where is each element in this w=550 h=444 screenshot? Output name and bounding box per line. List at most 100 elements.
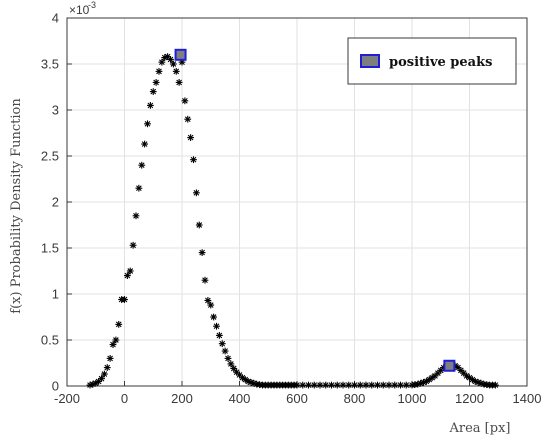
pdf-point bbox=[379, 381, 387, 389]
pdf-point-stroke bbox=[294, 382, 300, 388]
pdf-point bbox=[210, 313, 218, 321]
pdf-point bbox=[221, 347, 229, 355]
pdf-point-stroke bbox=[374, 382, 381, 388]
pdf-point-stroke bbox=[299, 382, 306, 388]
pdf-point-stroke bbox=[317, 382, 323, 388]
pdf-point-stroke bbox=[124, 272, 131, 279]
pdf-point-stroke bbox=[380, 382, 387, 388]
y-axis-label: f(x) Probability Density Function bbox=[9, 98, 24, 314]
pdf-point bbox=[181, 97, 189, 105]
pdf-point-stroke bbox=[138, 162, 145, 169]
pdf-point-stroke bbox=[334, 382, 341, 388]
pdf-point bbox=[112, 336, 120, 344]
pdf-point bbox=[316, 381, 324, 389]
pdf-point-stroke bbox=[233, 369, 240, 376]
pdf-point-stroke bbox=[213, 323, 220, 330]
pdf-point bbox=[115, 320, 123, 328]
pdf-point bbox=[135, 184, 143, 192]
pdf-point bbox=[98, 375, 105, 383]
pdf-point bbox=[310, 381, 318, 389]
pdf-point bbox=[192, 189, 200, 197]
pdf-point-stroke bbox=[340, 382, 346, 388]
pdf-point-stroke bbox=[463, 373, 470, 379]
pdf-point-stroke bbox=[475, 379, 481, 386]
pdf-point bbox=[100, 370, 108, 378]
pdf-point bbox=[491, 381, 499, 389]
pdf-point bbox=[152, 79, 160, 86]
pdf-point-stroke bbox=[144, 120, 151, 127]
y-tick-label: 0.5 bbox=[41, 333, 59, 348]
pdf-point bbox=[149, 88, 157, 95]
y-axis-ticks: 0 0.5 1 1.5 2 2.5 3 3.5 4 bbox=[41, 11, 72, 394]
pdf-point bbox=[195, 221, 203, 229]
pdf-point bbox=[198, 249, 206, 257]
pdf-point-stroke bbox=[311, 382, 318, 388]
peak-point bbox=[443, 359, 456, 372]
pdf-point bbox=[345, 381, 353, 389]
pdf-point-stroke bbox=[199, 249, 205, 256]
pdf-point bbox=[146, 102, 154, 109]
x-tick-label: 1200 bbox=[455, 391, 484, 406]
pdf-point-stroke bbox=[251, 380, 257, 387]
pdf-point bbox=[109, 341, 117, 349]
y-tick-label: 4 bbox=[52, 11, 59, 26]
pdf-point bbox=[224, 354, 232, 362]
pdf-point-stroke bbox=[403, 382, 410, 388]
pdf-point-stroke bbox=[150, 88, 157, 95]
pdf-point-stroke bbox=[110, 341, 116, 348]
pdf-point-stroke bbox=[170, 61, 177, 67]
y-axis-exponent: ×10 -3 bbox=[69, 0, 96, 17]
pdf-point-stroke bbox=[98, 375, 105, 382]
pdf-point-stroke bbox=[458, 367, 464, 374]
y-exponent-base: ×10 bbox=[69, 3, 90, 17]
pdf-point bbox=[227, 360, 235, 368]
x-tick-label: 1000 bbox=[398, 391, 427, 406]
pdf-point-stroke bbox=[156, 68, 162, 75]
series-pdf-markers bbox=[86, 53, 499, 389]
pdf-point-stroke bbox=[328, 382, 335, 388]
y-tick-label: 3 bbox=[52, 103, 59, 118]
pdf-point-stroke bbox=[357, 382, 364, 388]
pdf-point bbox=[155, 67, 163, 75]
pdf-point-stroke bbox=[196, 222, 203, 228]
pdf-point bbox=[204, 297, 212, 304]
pdf-point bbox=[368, 381, 376, 389]
pdf-point bbox=[106, 354, 114, 362]
pdf-point-stroke bbox=[127, 268, 134, 274]
pdf-point bbox=[218, 340, 226, 348]
pdf-point-stroke bbox=[248, 379, 254, 386]
pdf-point bbox=[144, 120, 151, 128]
legend-peak-swatch bbox=[360, 54, 380, 68]
pdf-point bbox=[121, 296, 128, 303]
pdf-point bbox=[201, 276, 209, 284]
pdf-point bbox=[215, 331, 223, 339]
pdf-point-stroke bbox=[141, 141, 148, 147]
pdf-point-stroke bbox=[205, 297, 211, 304]
pdf-point-stroke bbox=[184, 116, 191, 123]
pdf-point-stroke bbox=[236, 372, 243, 378]
pdf-point-stroke bbox=[101, 371, 108, 377]
x-tick-label: 600 bbox=[286, 391, 308, 406]
y-tick-label: 0 bbox=[52, 379, 59, 394]
pdf-point bbox=[172, 67, 180, 75]
pdf-point bbox=[167, 56, 174, 63]
pdf-point bbox=[213, 322, 220, 330]
pdf-point-stroke bbox=[153, 79, 159, 86]
y-tick-label: 2 bbox=[52, 195, 59, 210]
pdf-point-stroke bbox=[222, 348, 228, 354]
pdf-point-stroke bbox=[187, 134, 194, 141]
pdf-point-stroke bbox=[472, 378, 479, 385]
pdf-point-stroke bbox=[225, 355, 231, 362]
pdf-point-stroke bbox=[115, 321, 122, 328]
pdf-point bbox=[339, 381, 347, 389]
pdf-point bbox=[374, 381, 381, 389]
pdf-point-stroke bbox=[219, 340, 226, 347]
legend: positive peaks bbox=[347, 37, 517, 85]
x-tick-label: 1400 bbox=[513, 391, 542, 406]
pdf-point-stroke bbox=[113, 337, 119, 343]
pdf-point-stroke bbox=[121, 296, 128, 303]
pdf-point-stroke bbox=[193, 189, 200, 196]
pdf-point-stroke bbox=[455, 364, 461, 371]
pdf-point bbox=[328, 381, 335, 389]
